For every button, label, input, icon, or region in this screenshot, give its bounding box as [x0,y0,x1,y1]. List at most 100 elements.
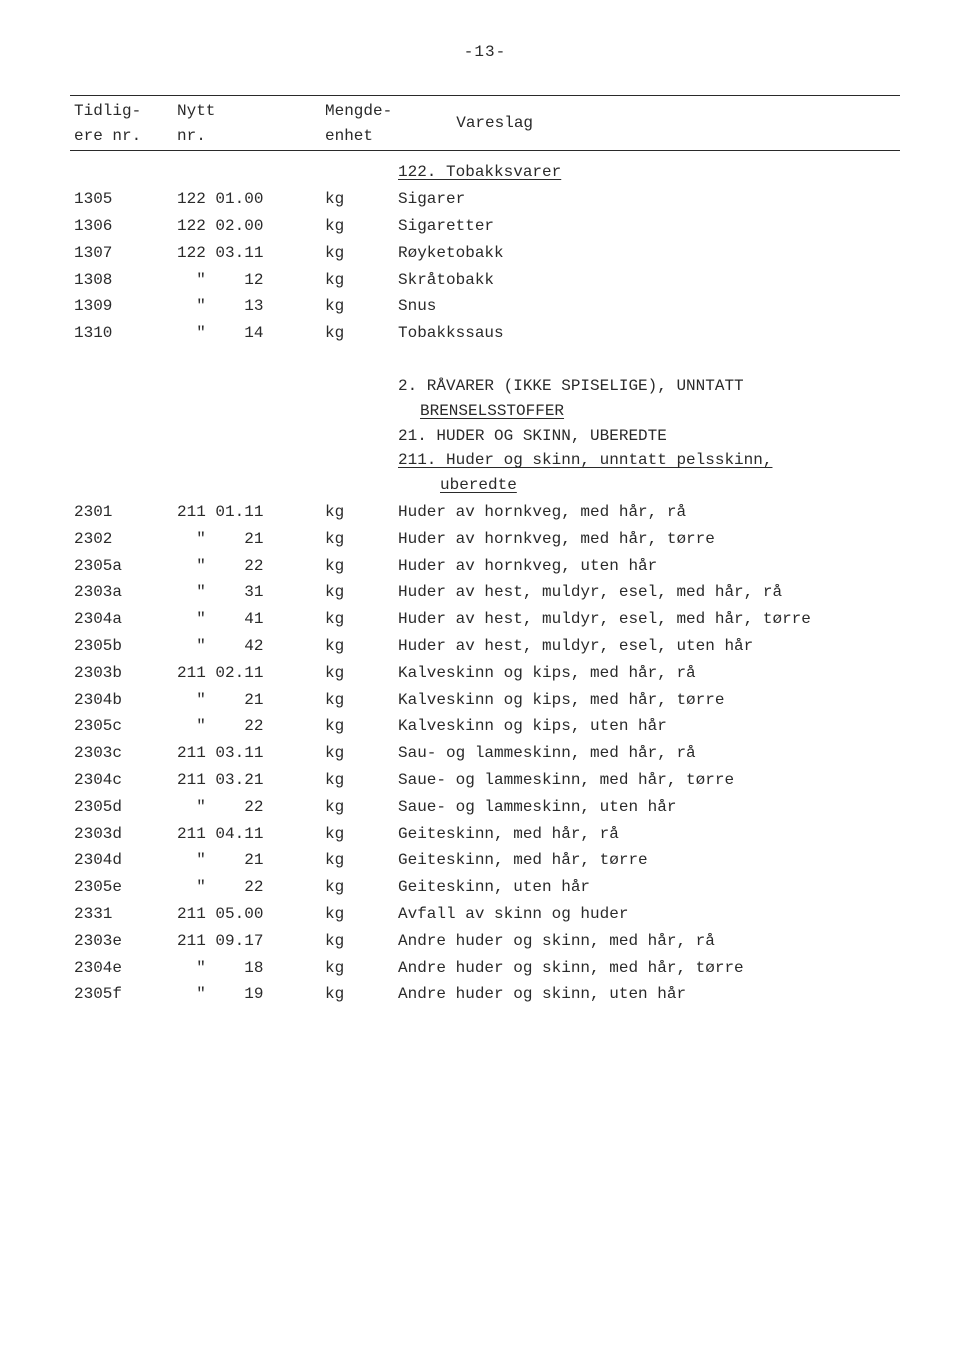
cell-tidligere-nr: 1310 [70,320,173,347]
table-row: 1310 " 14kgTobakkssaus [70,320,900,347]
cell-tidligere-nr: 2304a [70,606,173,633]
section2-line2: 21. HUDER OG SKINN, UBEREDTE [398,427,667,445]
cell-vareslag: Røyketobakk [394,240,900,267]
cell-enhet: kg [321,553,394,580]
cell-enhet: kg [321,901,394,928]
cell-vareslag: Geiteskinn, med hår, rå [394,821,900,848]
cell-enhet: kg [321,713,394,740]
cell-nytt-nr: " 41 [173,606,321,633]
cell-nytt-nr: 211 05.00 [173,901,321,928]
cell-tidligere-nr: 2302 [70,526,173,553]
cell-nytt-nr: 211 01.11 [173,499,321,526]
cell-tidligere-nr: 1308 [70,267,173,294]
cell-tidligere-nr: 2305f [70,981,173,1008]
cell-tidligere-nr: 2303e [70,928,173,955]
cell-nytt-nr: " 12 [173,267,321,294]
table-row: 2305c " 22kgKalveskinn og kips, uten hår [70,713,900,740]
cell-tidligere-nr: 2304c [70,767,173,794]
cell-tidligere-nr: 2303c [70,740,173,767]
table-row: 1307122 03.11kgRøyketobakk [70,240,900,267]
cell-nytt-nr: 211 03.21 [173,767,321,794]
cell-enhet: kg [321,606,394,633]
cell-vareslag: Sigaretter [394,213,900,240]
table-row: 2303a " 31kgHuder av hest, muldyr, esel,… [70,579,900,606]
cell-nytt-nr: " 42 [173,633,321,660]
cell-enhet: kg [321,740,394,767]
cell-tidligere-nr: 2304e [70,955,173,982]
cell-enhet: kg [321,981,394,1008]
cell-nytt-nr: 122 03.11 [173,240,321,267]
cell-nytt-nr: 211 04.11 [173,821,321,848]
cell-enhet: kg [321,794,394,821]
cell-vareslag: Saue- og lammeskinn, uten hår [394,794,900,821]
cell-vareslag: Avfall av skinn og huder [394,901,900,928]
hdr-tidlig-1: Tidlig- [74,102,141,120]
cell-nytt-nr: " 13 [173,293,321,320]
table-row: 2305e " 22kgGeiteskinn, uten hår [70,874,900,901]
section-2-head: 2. RÅVARER (IKKE SPISELIGE), UNNTATT BRE… [70,373,900,499]
column-header: Tidlig- ere nr. Nytt nr. Mengde- enhet V… [70,99,900,149]
table-row: 2303e211 09.17kgAndre huder og skinn, me… [70,928,900,955]
hdr-vareslag: Vareslag [456,114,533,132]
hdr-enhet-2: enhet [325,127,373,145]
cell-vareslag: Geiteskinn, uten hår [394,874,900,901]
cell-vareslag: Huder av hornkveg, med hår, rå [394,499,900,526]
cell-tidligere-nr: 2304b [70,687,173,714]
table-row: 2305b " 42kgHuder av hest, muldyr, esel,… [70,633,900,660]
cell-vareslag: Kalveskinn og kips, med hår, rå [394,660,900,687]
table-row: 2303b211 02.11kgKalveskinn og kips, med … [70,660,900,687]
cell-vareslag: Tobakkssaus [394,320,900,347]
section2-line1b: BRENSELSSTOFFER [398,399,564,424]
cell-nytt-nr: " 21 [173,526,321,553]
cell-tidligere-nr: 1309 [70,293,173,320]
table-row: 1305122 01.00kgSigarer [70,186,900,213]
cell-enhet: kg [321,240,394,267]
cell-nytt-nr: " 22 [173,713,321,740]
cell-enhet: kg [321,767,394,794]
section-122-title: 122. Tobakksvarer [398,163,561,181]
cell-enhet: kg [321,821,394,848]
cell-vareslag: Andre huder og skinn, med hår, rå [394,928,900,955]
cell-nytt-nr: " 22 [173,874,321,901]
cell-vareslag: Huder av hest, muldyr, esel, uten hår [394,633,900,660]
cell-vareslag: Huder av hornkveg, uten hår [394,553,900,580]
cell-vareslag: Andre huder og skinn, uten hår [394,981,900,1008]
section2-line3: 211. Huder og skinn, unntatt pelsskinn, [398,451,772,469]
rule-bottom [70,150,900,151]
hdr-nytt-1: Nytt [177,102,215,120]
cell-vareslag: Andre huder og skinn, med hår, tørre [394,955,900,982]
table-row: 2304a " 41kgHuder av hest, muldyr, esel,… [70,606,900,633]
table-row: 2302 " 21kgHuder av hornkveg, med hår, t… [70,526,900,553]
cell-enhet: kg [321,320,394,347]
data-table: 122. Tobakksvarer 1305122 01.00kgSigarer… [70,159,900,1008]
cell-tidligere-nr: 2301 [70,499,173,526]
table-row: 2304b " 21kgKalveskinn og kips, med hår,… [70,687,900,714]
cell-nytt-nr: " 19 [173,981,321,1008]
cell-nytt-nr: 122 02.00 [173,213,321,240]
table-row: 2305a " 22kgHuder av hornkveg, uten hår [70,553,900,580]
cell-enhet: kg [321,874,394,901]
cell-nytt-nr: " 21 [173,687,321,714]
cell-vareslag: Kalveskinn og kips, uten hår [394,713,900,740]
cell-enhet: kg [321,928,394,955]
cell-vareslag: Sau- og lammeskinn, med hår, rå [394,740,900,767]
section-heading-row: 122. Tobakksvarer [70,159,900,186]
page-number: -13- [70,40,900,65]
table-row: 2331211 05.00kgAvfall av skinn og huder [70,901,900,928]
cell-tidligere-nr: 2331 [70,901,173,928]
cell-nytt-nr: " 18 [173,955,321,982]
section2-line3b: uberedte [398,473,517,498]
cell-tidligere-nr: 2305c [70,713,173,740]
cell-vareslag: Geiteskinn, med hår, tørre [394,847,900,874]
cell-enhet: kg [321,267,394,294]
table-row: 2303d211 04.11kgGeiteskinn, med hår, rå [70,821,900,848]
cell-tidligere-nr: 1305 [70,186,173,213]
section2-line1a: 2. RÅVARER (IKKE SPISELIGE), UNNTATT [398,377,744,395]
table-row: 2305f " 19kgAndre huder og skinn, uten h… [70,981,900,1008]
cell-enhet: kg [321,293,394,320]
cell-vareslag: Snus [394,293,900,320]
cell-tidligere-nr: 2305a [70,553,173,580]
cell-tidligere-nr: 2303b [70,660,173,687]
cell-vareslag: Skråtobakk [394,267,900,294]
cell-nytt-nr: 211 03.11 [173,740,321,767]
